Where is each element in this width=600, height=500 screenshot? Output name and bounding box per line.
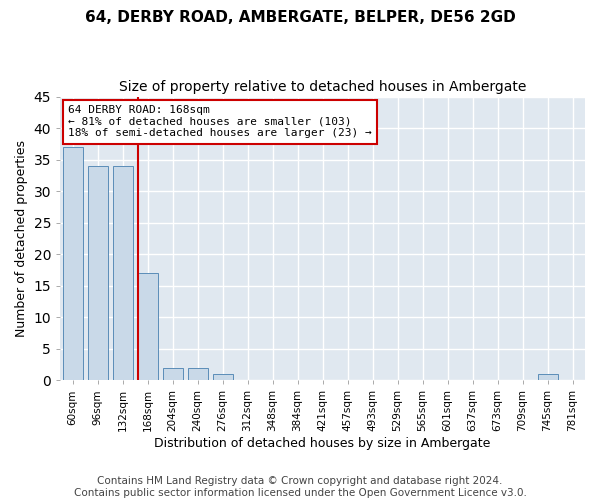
Bar [88, 166, 107, 380]
Text: 64 DERBY ROAD: 168sqm
← 81% of detached houses are smaller (103)
18% of semi-det: 64 DERBY ROAD: 168sqm ← 81% of detached … [68, 105, 372, 138]
Title: Size of property relative to detached houses in Ambergate: Size of property relative to detached ho… [119, 80, 526, 94]
X-axis label: Distribution of detached houses by size in Ambergate: Distribution of detached houses by size … [154, 437, 491, 450]
Bar [163, 368, 182, 380]
Bar [212, 374, 233, 380]
Text: Contains HM Land Registry data © Crown copyright and database right 2024.
Contai: Contains HM Land Registry data © Crown c… [74, 476, 526, 498]
Bar [63, 147, 83, 380]
Text: 64, DERBY ROAD, AMBERGATE, BELPER, DE56 2GD: 64, DERBY ROAD, AMBERGATE, BELPER, DE56 … [85, 10, 515, 25]
Y-axis label: Number of detached properties: Number of detached properties [15, 140, 28, 337]
Bar [188, 368, 208, 380]
Bar [538, 374, 557, 380]
Bar [137, 273, 158, 380]
Bar [113, 166, 133, 380]
